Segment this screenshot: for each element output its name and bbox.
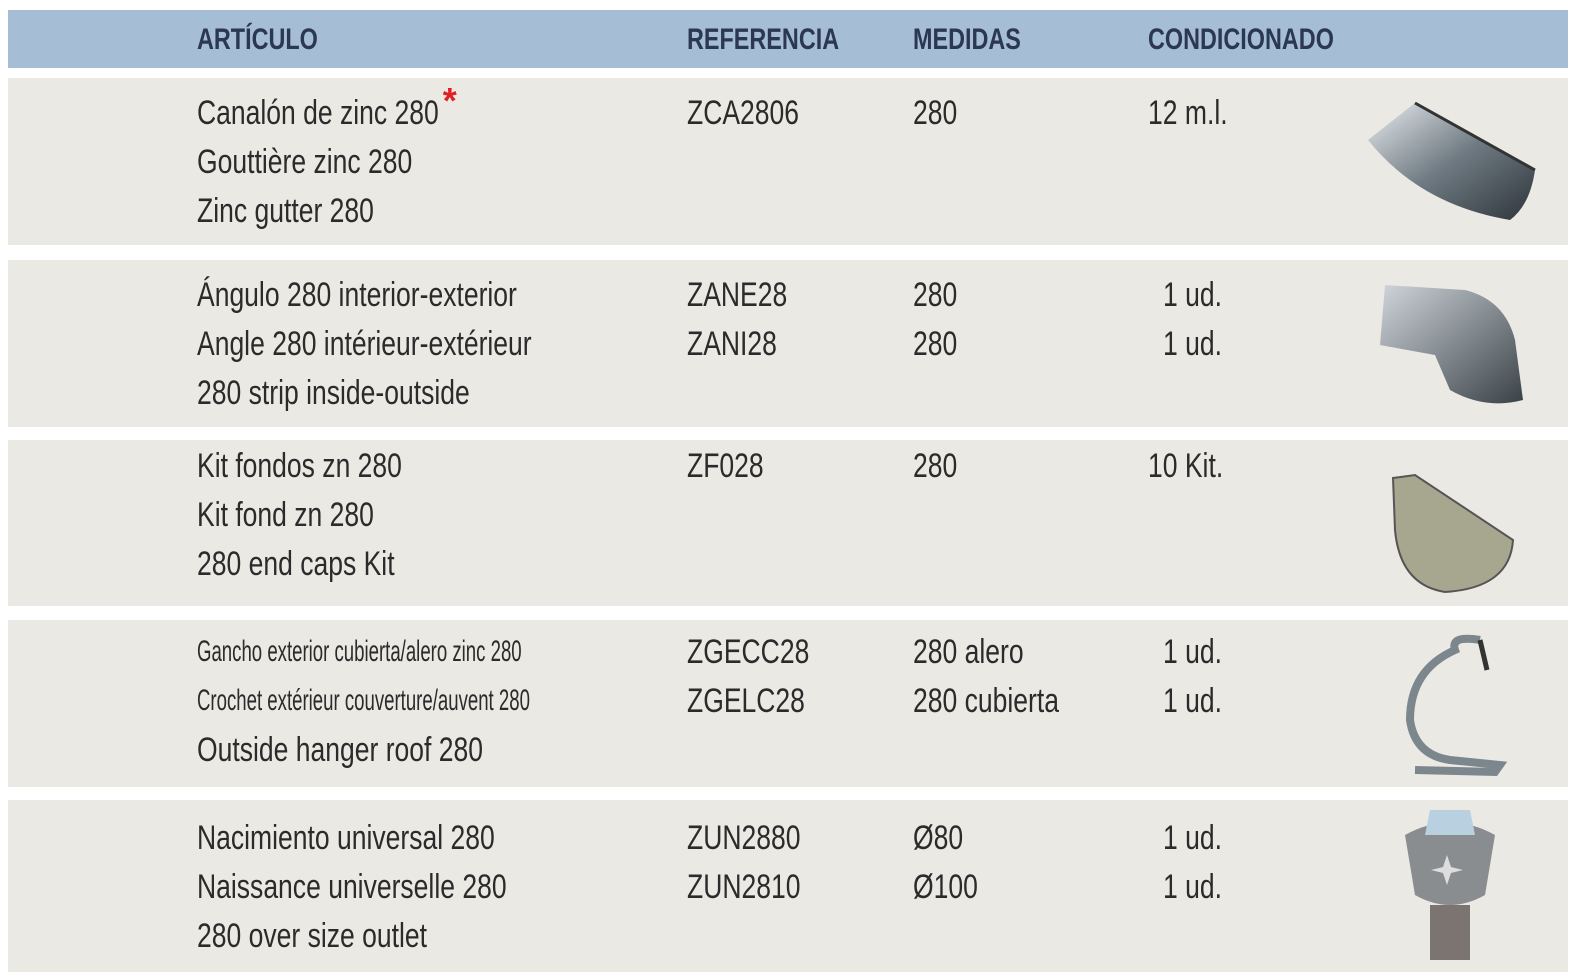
measures-text: 280 [913,447,958,485]
article-text: Kit fondos zn 280 [197,447,402,485]
end-cap-image [1391,473,1515,594]
measures-text: 280 alero [913,633,1024,671]
article-text: 280 over size outlet [197,917,427,955]
header-bar [8,10,1568,68]
column-header: CONDICIONADO [1148,23,1334,56]
hanger-image [1405,634,1508,777]
packaging-text: 1 ud. [1163,819,1222,857]
row-bg [8,260,1568,427]
measures-text: 280 [913,325,958,363]
article-text: 280 end caps Kit [197,545,395,583]
packaging-text: 1 ud. [1163,325,1222,363]
reference-text: ZCA2806 [687,94,800,132]
reference-text: ZANI28 [687,325,777,363]
reference-text: ZANE28 [687,276,788,314]
column-header: REFERENCIA [687,23,840,56]
reference-text: ZF028 [687,447,764,485]
packaging-text: 1 ud. [1163,276,1222,314]
measures-text: Ø100 [913,868,978,906]
article-text: Angle 280 intérieur-extérieur [197,325,532,363]
reference-text: ZGELC28 [687,682,805,720]
reference-text: ZUN2810 [687,868,801,906]
gutter-image [1368,101,1536,220]
article-text: Ángulo 280 interior-exterior [197,276,517,314]
article-text: Gancho exterior cubierta/alero zinc 280 [197,635,522,668]
packaging-text: 10 Kit. [1148,447,1224,485]
outlet-image [1405,810,1495,960]
row-bg [8,78,1568,245]
article-text: Canalón de zinc 280 [197,94,439,132]
note-mark: * [442,80,457,121]
article-text: Outside hanger roof 280 [197,731,484,769]
measures-text: Ø80 [913,819,964,857]
row-bg [8,800,1568,972]
column-header: ARTÍCULO [197,23,318,56]
packaging-text: 1 ud. [1163,868,1222,906]
column-header: MEDIDAS [913,23,1021,56]
article-text: Gouttière zinc 280 [197,143,413,181]
measures-text: 280 [913,276,958,314]
article-text: Kit fond zn 280 [197,496,374,534]
row-bg [8,620,1568,787]
measures-text: 280 cubierta [913,682,1059,720]
article-text: Nacimiento universal 280 [197,819,495,857]
article-text: 280 strip inside-outside [197,374,470,412]
article-text: Zinc gutter 280 [197,192,374,230]
angle-image [1380,285,1523,404]
article-text: Crochet extérieur couverture/auvent 280 [197,684,530,717]
packaging-text: 12 m.l. [1148,94,1228,132]
reference-text: ZGECC28 [687,633,810,671]
row-bg [8,440,1568,606]
measures-text: 280 [913,94,958,132]
reference-text: ZUN2880 [687,819,801,857]
packaging-text: 1 ud. [1163,633,1222,671]
article-text: Naissance universelle 280 [197,868,507,906]
packaging-text: 1 ud. [1163,682,1222,720]
